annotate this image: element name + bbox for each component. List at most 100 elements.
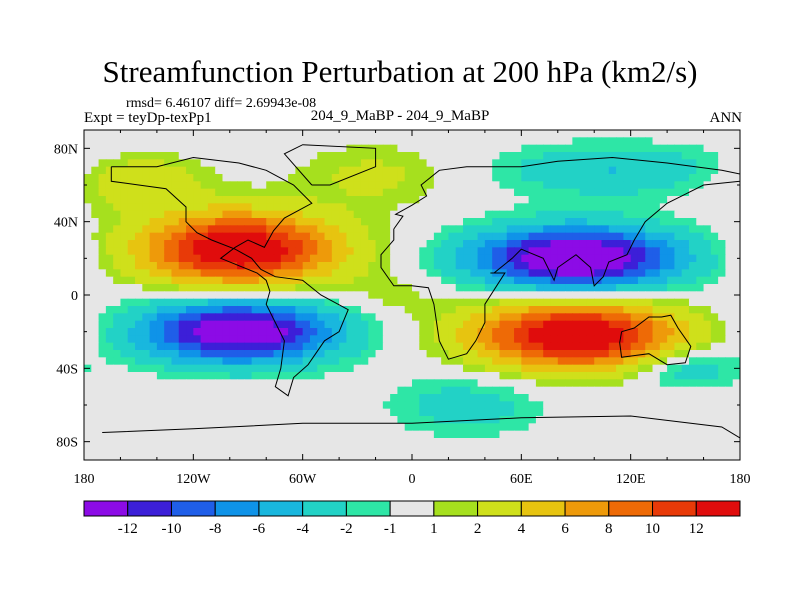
field-cell <box>339 438 347 446</box>
field-cell <box>317 254 326 263</box>
field-cell <box>324 152 333 160</box>
field-cell <box>645 152 654 160</box>
field-cell <box>528 394 537 402</box>
field-cell <box>156 430 165 439</box>
field-cell <box>339 401 347 410</box>
field-cell <box>360 357 369 366</box>
field-cell <box>382 159 391 168</box>
field-cell <box>229 254 238 263</box>
field-cell <box>375 196 384 204</box>
field-cell <box>463 196 471 204</box>
field-cell <box>718 225 727 234</box>
field-cell <box>178 196 187 204</box>
field-cell <box>98 350 107 358</box>
field-cell <box>105 159 114 168</box>
field-cell <box>492 196 501 204</box>
field-cell <box>142 218 151 226</box>
field-cell <box>98 416 107 424</box>
field-cell <box>565 225 573 234</box>
field-cell <box>200 298 209 307</box>
field-cell <box>652 408 661 417</box>
field-cell <box>142 166 151 175</box>
field-cell <box>244 364 253 373</box>
field-cell <box>186 445 194 454</box>
field-cell <box>266 320 275 329</box>
field-cell <box>630 328 639 336</box>
field-cell <box>535 350 544 358</box>
field-cell <box>273 196 282 204</box>
field-cell <box>215 130 224 138</box>
field-cell <box>565 372 573 380</box>
field-cell <box>368 342 377 351</box>
field-cell <box>273 430 282 439</box>
field-cell <box>215 166 224 175</box>
field-cell <box>630 276 639 285</box>
field-cell <box>441 218 450 226</box>
field-cell <box>696 328 705 336</box>
field-cell <box>113 306 122 314</box>
field-cell <box>455 364 464 373</box>
field-cell <box>98 408 107 417</box>
field-cell <box>149 328 158 336</box>
field-cell <box>630 342 639 351</box>
field-cell <box>703 313 712 322</box>
field-cell <box>215 452 224 460</box>
field-cell <box>397 166 406 175</box>
field-cell <box>550 372 559 380</box>
field-cell <box>193 196 202 204</box>
field-cell <box>601 137 610 146</box>
field-cell <box>565 342 573 351</box>
field-cell <box>273 408 282 417</box>
field-cell <box>630 232 639 241</box>
field-cell <box>484 225 493 234</box>
field-cell <box>193 306 202 314</box>
field-cell <box>579 254 588 263</box>
field-cell <box>237 152 245 160</box>
field-cell <box>258 350 267 358</box>
field-cell <box>725 254 734 263</box>
field-cell <box>207 254 216 263</box>
field-cell <box>441 247 450 256</box>
field-cell <box>273 298 282 307</box>
field-cell <box>696 372 705 380</box>
field-cell <box>448 232 457 241</box>
field-cell <box>674 342 683 351</box>
field-cell <box>317 159 326 168</box>
field-cell <box>397 225 406 234</box>
field-cell <box>586 445 595 454</box>
field-cell <box>557 247 566 256</box>
field-cell <box>725 423 734 432</box>
field-cell <box>368 166 377 175</box>
field-cell <box>171 276 180 285</box>
field-cell <box>412 438 420 446</box>
field-cell <box>127 401 136 410</box>
field-cell <box>390 137 399 146</box>
field-cell <box>463 276 471 285</box>
field-cell <box>463 247 471 256</box>
field-cell <box>105 350 114 358</box>
field-cell <box>710 144 719 153</box>
field-cell <box>207 379 216 388</box>
field-cell <box>339 291 347 300</box>
field-cell <box>390 298 399 307</box>
field-cell <box>484 401 493 410</box>
field-cell <box>557 232 566 241</box>
field-cell <box>514 232 522 241</box>
field-cell <box>696 210 705 219</box>
field-cell <box>718 313 727 322</box>
field-cell <box>339 350 347 358</box>
field-cell <box>637 240 646 248</box>
field-cell <box>528 284 537 292</box>
field-cell <box>484 328 493 336</box>
field-cell <box>339 452 347 460</box>
field-cell <box>703 386 712 395</box>
field-cell <box>215 210 224 219</box>
field-cell <box>84 416 92 424</box>
field-cell <box>645 445 654 454</box>
field-cell <box>623 394 632 402</box>
field-cell <box>266 394 275 402</box>
field-cell <box>484 350 493 358</box>
field-cell <box>331 130 340 138</box>
field-cell <box>594 269 603 278</box>
field-cell <box>419 291 428 300</box>
